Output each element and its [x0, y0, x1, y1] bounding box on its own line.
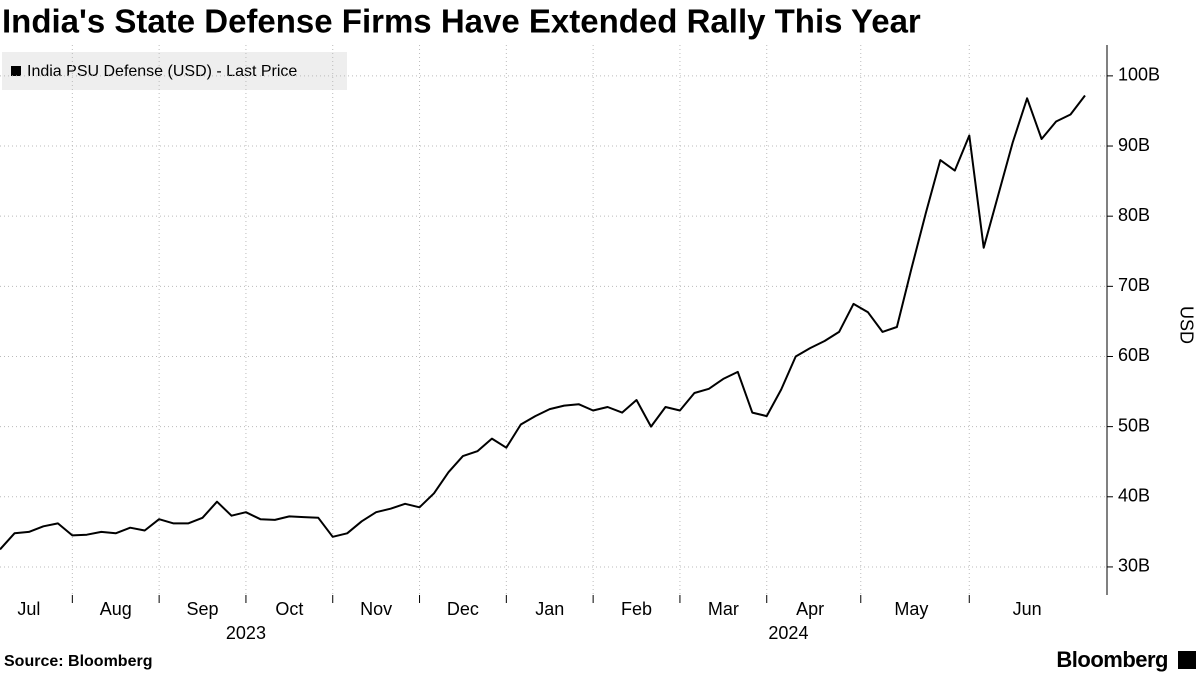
- y-axis-label: USD: [1176, 306, 1196, 344]
- y-tick-label: 30B: [1118, 556, 1150, 576]
- legend-swatch: [11, 66, 21, 76]
- line-series: [0, 94, 1086, 551]
- source: Source: Bloomberg: [4, 653, 152, 670]
- year-label: 2024: [768, 623, 808, 643]
- x-tick-label: Jul: [17, 599, 40, 619]
- x-tick-label: May: [894, 599, 928, 619]
- y-tick-label: 40B: [1118, 486, 1150, 506]
- x-tick-label: Jan: [535, 599, 564, 619]
- y-tick-label: 100B: [1118, 65, 1160, 85]
- y-tick-label: 50B: [1118, 415, 1150, 435]
- x-tick-label: Dec: [447, 599, 479, 619]
- year-label: 2023: [226, 623, 266, 643]
- y-tick-label: 80B: [1118, 205, 1150, 225]
- y-tick-label: 90B: [1118, 135, 1150, 155]
- y-tick-label: 60B: [1118, 345, 1150, 365]
- chart-title: India's State Defense Firms Have Extende…: [2, 3, 921, 40]
- x-tick-label: Mar: [708, 599, 739, 619]
- x-tick-label: Feb: [621, 599, 652, 619]
- x-tick-label: Nov: [360, 599, 392, 619]
- x-tick-label: Apr: [796, 599, 824, 619]
- legend-label: India PSU Defense (USD) - Last Price: [27, 63, 297, 80]
- legend-box: [2, 52, 347, 90]
- x-tick-label: Aug: [100, 599, 132, 619]
- brand: Bloomberg: [1056, 647, 1168, 672]
- y-tick-label: 70B: [1118, 275, 1150, 295]
- x-tick-label: Oct: [275, 599, 303, 619]
- brand-icon: [1178, 651, 1196, 669]
- x-tick-label: Sep: [187, 599, 219, 619]
- x-tick-label: Jun: [1013, 599, 1042, 619]
